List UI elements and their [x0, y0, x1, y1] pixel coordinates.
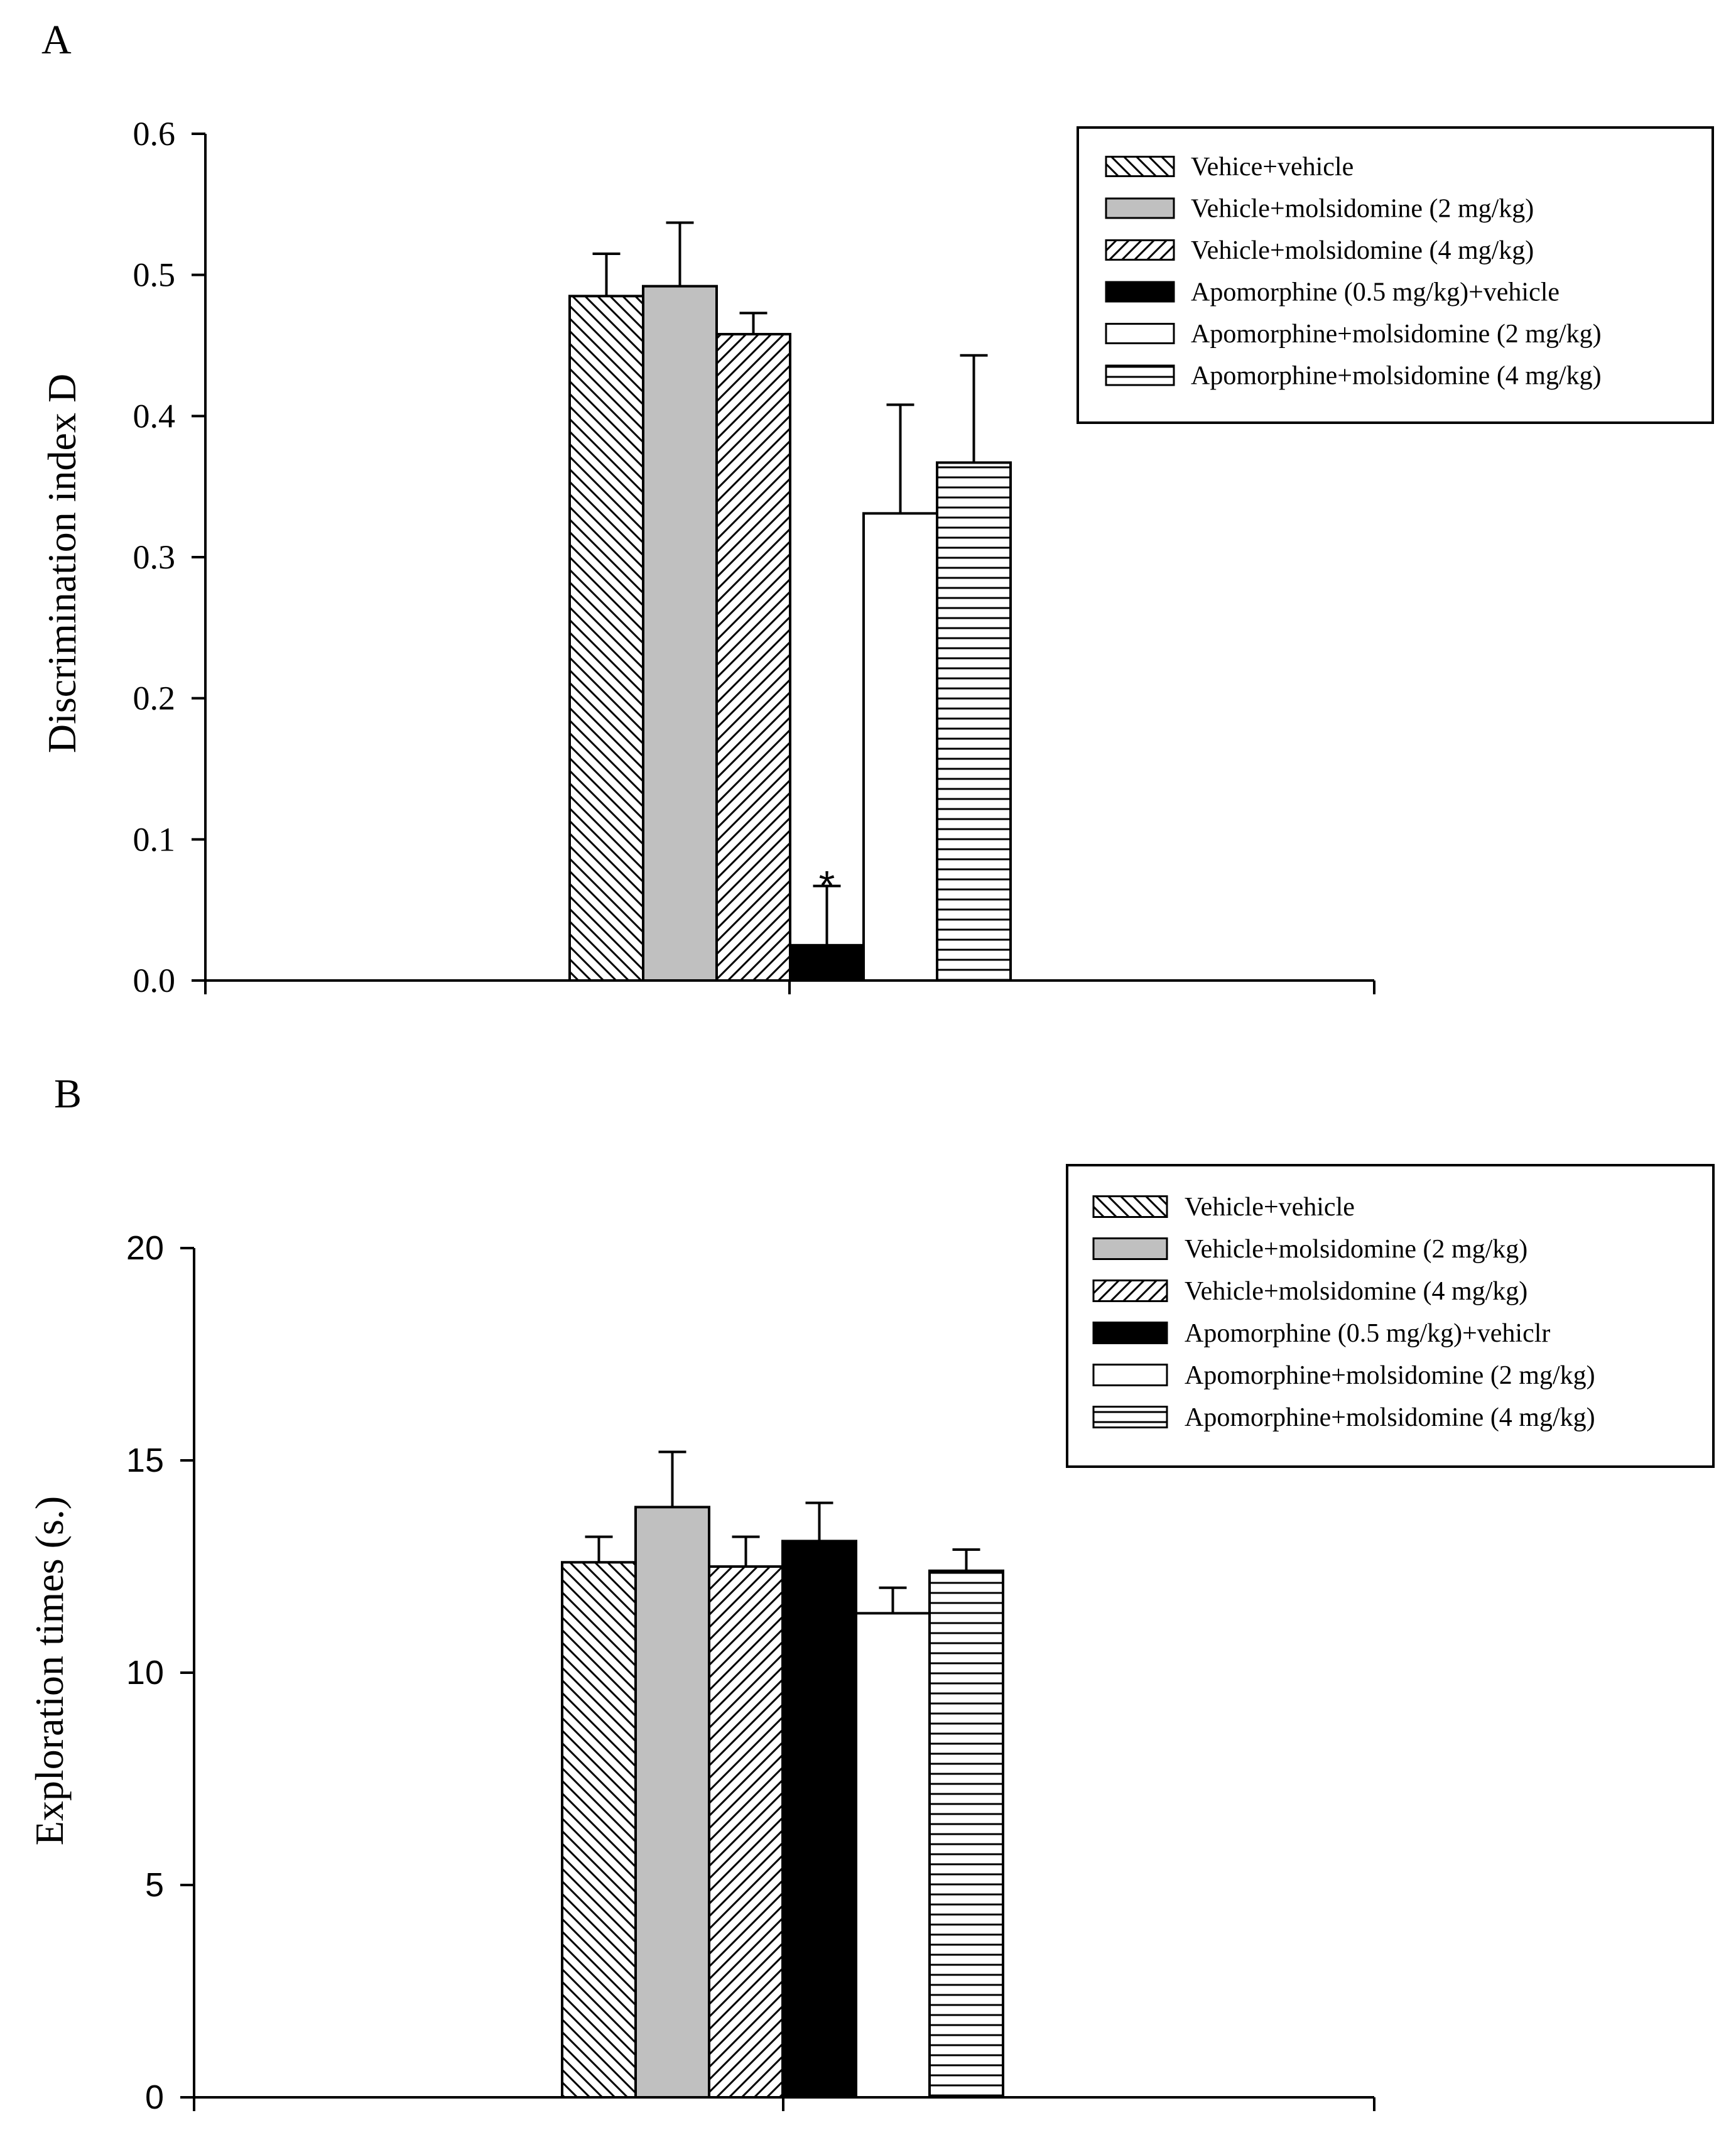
- legend-label: Vehicle+molsidomine (2 mg/kg): [1185, 1235, 1527, 1264]
- y-tick-label: 0.1: [133, 820, 176, 858]
- bar: [708, 1565, 784, 2099]
- y-tick-label: 0.6: [133, 115, 176, 153]
- legend-swatch: [1105, 323, 1175, 344]
- y-tick-label: 0.2: [133, 680, 176, 717]
- legend-swatch: [1092, 1279, 1168, 1302]
- legend-swatch: [1105, 156, 1175, 177]
- legend-swatch: [1105, 281, 1175, 303]
- y-tick-label: 0.0: [133, 962, 176, 999]
- panel-letter: B: [54, 1071, 82, 1117]
- legend-swatch: [1092, 1406, 1168, 1428]
- y-axis-title: Exploration times (s.): [27, 1496, 72, 1845]
- panel-letter: A: [41, 17, 72, 63]
- legend-swatch: [1105, 197, 1175, 219]
- legend-label: Apomorphine (0.5 mg/kg)+vehicle: [1191, 278, 1560, 307]
- bar: [781, 1540, 857, 2099]
- bar: [715, 333, 791, 982]
- y-tick-label: 5: [145, 1866, 164, 1904]
- y-tick-label: 0.3: [133, 538, 176, 576]
- legend-swatch: [1092, 1237, 1168, 1260]
- y-tick-label: 20: [126, 1229, 164, 1267]
- legend-box: [1077, 126, 1714, 424]
- y-tick-label: 10: [126, 1654, 164, 1692]
- legend-swatch: [1092, 1364, 1168, 1386]
- legend-swatch: [1092, 1195, 1168, 1218]
- legend-swatch: [1105, 239, 1175, 261]
- bar: [642, 285, 718, 982]
- legend-label: Apomorphine+molsidomine (2 mg/kg): [1191, 320, 1602, 349]
- legend-label: Apomorphine+molsidomine (4 mg/kg): [1191, 362, 1602, 391]
- legend-label: Apomorphine (0.5 mg/kg)+vehiclr: [1185, 1319, 1550, 1348]
- legend-swatch: [1092, 1322, 1168, 1344]
- bar: [561, 1561, 637, 2099]
- y-tick-label: 0.5: [133, 256, 176, 294]
- legend-label: Vehicle+molsidomine (4 mg/kg): [1185, 1277, 1527, 1306]
- y-tick-label: 15: [126, 1442, 164, 1479]
- bar: [936, 461, 1012, 982]
- bar: [568, 295, 644, 982]
- panel-b: B 0 5 10 15 20 Exploration times (s.) Vehicle+v…: [27, 1071, 1715, 2116]
- y-tick-label: 0: [145, 2078, 164, 2116]
- legend-label: Apomorphine+molsidomine (2 mg/kg): [1185, 1361, 1595, 1390]
- legend-swatch: [1105, 364, 1175, 386]
- legend-label: Vehicle+vehicle: [1185, 1193, 1355, 1222]
- bar: [634, 1506, 710, 2099]
- y-axis-title: Discrimination index D: [40, 374, 84, 753]
- panel-a: A 0.0 0.1 0.2 0.3 0.4 0.5 0.6 Discrimination ind…: [40, 17, 1714, 999]
- legend-label: Vehicle+molsidomine (2 mg/kg): [1191, 195, 1534, 224]
- bar: [855, 1612, 931, 2099]
- legend-label: Vehice+vehicle: [1191, 153, 1354, 182]
- legend-box: [1066, 1164, 1715, 1468]
- significance-marker: *: [819, 862, 835, 908]
- y-tick-label: 0.4: [133, 397, 176, 435]
- bar: [862, 512, 938, 982]
- bar: [789, 943, 865, 982]
- bar: [928, 1569, 1004, 2099]
- legend-label: Vehicle+molsidomine (4 mg/kg): [1191, 236, 1534, 265]
- legend-label: Apomorphine+molsidomine (4 mg/kg): [1185, 1403, 1595, 1432]
